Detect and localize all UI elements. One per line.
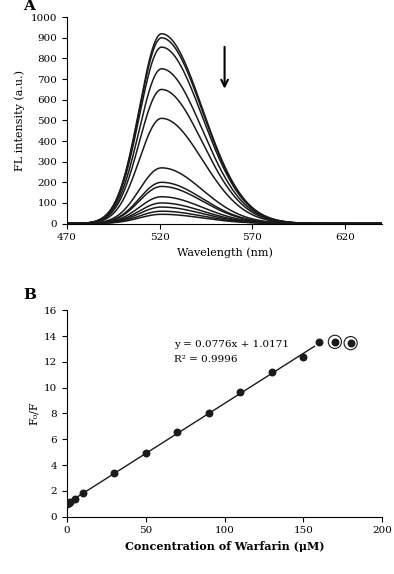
Point [348, 339, 354, 348]
Point [237, 387, 243, 397]
Point [143, 448, 149, 457]
Point [316, 338, 322, 347]
Point [332, 338, 338, 347]
Point [111, 469, 117, 478]
X-axis label: Wavelength (nm): Wavelength (nm) [177, 248, 273, 258]
X-axis label: Concentration of Warfarin (μM): Concentration of Warfarin (μM) [125, 541, 324, 552]
Point [64, 499, 70, 509]
Text: y = 0.0776x + 1.0171: y = 0.0776x + 1.0171 [174, 340, 289, 349]
Text: R² = 0.9996: R² = 0.9996 [174, 355, 238, 364]
Point [269, 367, 275, 377]
Y-axis label: F₀/F: F₀/F [28, 402, 39, 425]
Point [332, 338, 338, 347]
Point [206, 408, 212, 417]
Text: B: B [23, 288, 36, 302]
Text: A: A [23, 0, 35, 13]
Point [72, 494, 78, 503]
Point [65, 498, 72, 507]
Point [80, 488, 86, 497]
Point [300, 353, 307, 362]
Y-axis label: FL intensity (a.u.): FL intensity (a.u.) [15, 70, 25, 171]
Point [174, 428, 180, 437]
Point [67, 497, 73, 506]
Point [348, 339, 354, 348]
